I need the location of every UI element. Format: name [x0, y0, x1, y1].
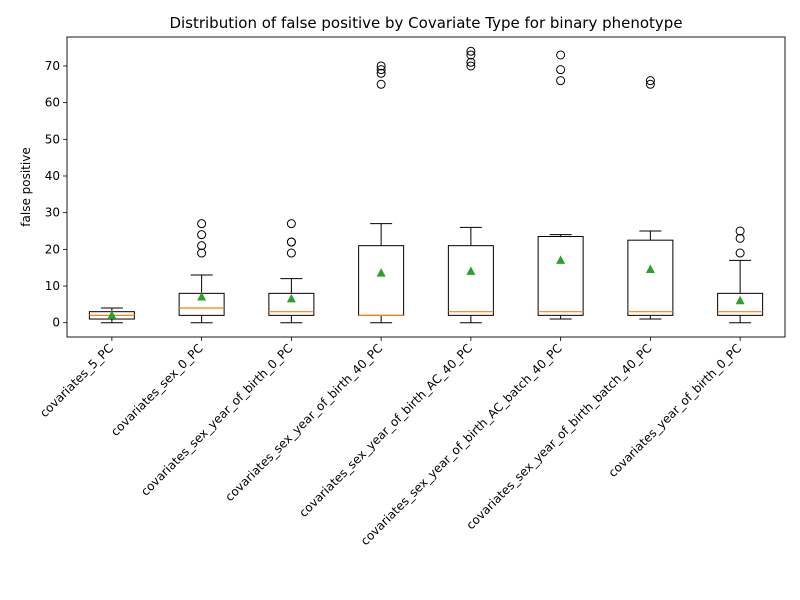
outlier-point: [286, 237, 296, 247]
outlier-point: [466, 61, 476, 71]
plot-area-frame: [66, 36, 786, 338]
chart-title: Distribution of false positive by Covari…: [169, 14, 682, 32]
mean-marker: [466, 266, 476, 275]
outlier-point: [376, 68, 386, 78]
outlier-point: [197, 219, 207, 229]
outlier-point: [466, 50, 476, 60]
box-covariates_year_of_birth_0_PC: [717, 226, 764, 324]
y-axis: 0 10 20 30 40 50 60 70: [45, 59, 67, 330]
outlier-point: [197, 248, 207, 258]
mean-marker: [556, 255, 566, 264]
box-covariates_sex_year_of_birth_batch_40_PC: [627, 76, 674, 320]
mean-marker: [376, 268, 386, 277]
box-covariates_5_PC: [88, 307, 135, 324]
box-series: [88, 46, 764, 324]
outlier-point: [376, 65, 386, 75]
y-axis-label: false positive: [19, 147, 33, 226]
outlier-point: [735, 233, 745, 243]
iqr-box: [358, 245, 405, 316]
iqr-box: [537, 236, 584, 316]
outlier-point: [645, 76, 655, 86]
y-tick-label: 60: [45, 96, 60, 110]
x-tick-label: covariates_sex_year_of_birth_40_PC: [222, 341, 385, 504]
x-tick-label: covariates_sex_0_PC: [108, 341, 206, 439]
outlier-point: [556, 50, 566, 60]
box-covariates_sex_year_of_birth_AC_40_PC: [447, 46, 494, 324]
box-covariates_sex_year_of_birth_40_PC: [358, 61, 405, 324]
outlier-point: [735, 226, 745, 236]
mean-marker: [645, 264, 655, 274]
x-tick-label: covariates_sex_year_of_birth_AC_batch_40…: [358, 341, 565, 548]
x-tick-label: covariates_sex_year_of_birth_batch_40_PC: [463, 341, 654, 532]
box-covariates_sex_year_of_birth_0_PC: [268, 219, 315, 324]
outlier-point: [735, 248, 745, 258]
y-tick-label: 0: [52, 316, 60, 330]
outlier-point: [376, 79, 386, 89]
outlier-point: [197, 230, 207, 240]
x-tick-label: covariates_5_PC: [37, 341, 116, 420]
y-tick-label: 20: [45, 242, 60, 256]
y-tick-label: 40: [45, 169, 60, 183]
outlier-point: [556, 76, 566, 86]
outlier-point: [197, 241, 207, 251]
outlier-point: [466, 57, 476, 67]
y-tick-label: 30: [45, 206, 60, 220]
outlier-point: [466, 46, 476, 56]
box-covariates_sex_0_PC: [178, 219, 225, 324]
y-tick-label: 10: [45, 279, 60, 293]
x-axis: covariates_5_PCcovariates_sex_0_PCcovari…: [37, 337, 744, 548]
outlier-point: [286, 248, 296, 258]
y-tick-label: 50: [45, 132, 60, 146]
y-tick-label: 70: [45, 59, 60, 73]
mean-marker: [735, 295, 745, 305]
iqr-box: [717, 292, 764, 316]
x-tick-label: covariates_sex_year_of_birth_AC_40_PC: [296, 341, 475, 520]
iqr-box: [627, 239, 674, 316]
mean-marker: [107, 310, 117, 319]
x-tick-label: covariates_sex_year_of_birth_0_PC: [138, 341, 295, 498]
box-covariates_sex_year_of_birth_AC_batch_40_PC: [537, 50, 584, 320]
outlier-point: [286, 219, 296, 229]
outlier-point: [376, 61, 386, 71]
outlier-point: [645, 79, 655, 89]
mean-marker: [286, 293, 296, 303]
iqr-box: [268, 292, 315, 316]
iqr-box: [447, 245, 494, 316]
outlier-point: [556, 65, 566, 75]
mean-marker: [197, 292, 207, 301]
